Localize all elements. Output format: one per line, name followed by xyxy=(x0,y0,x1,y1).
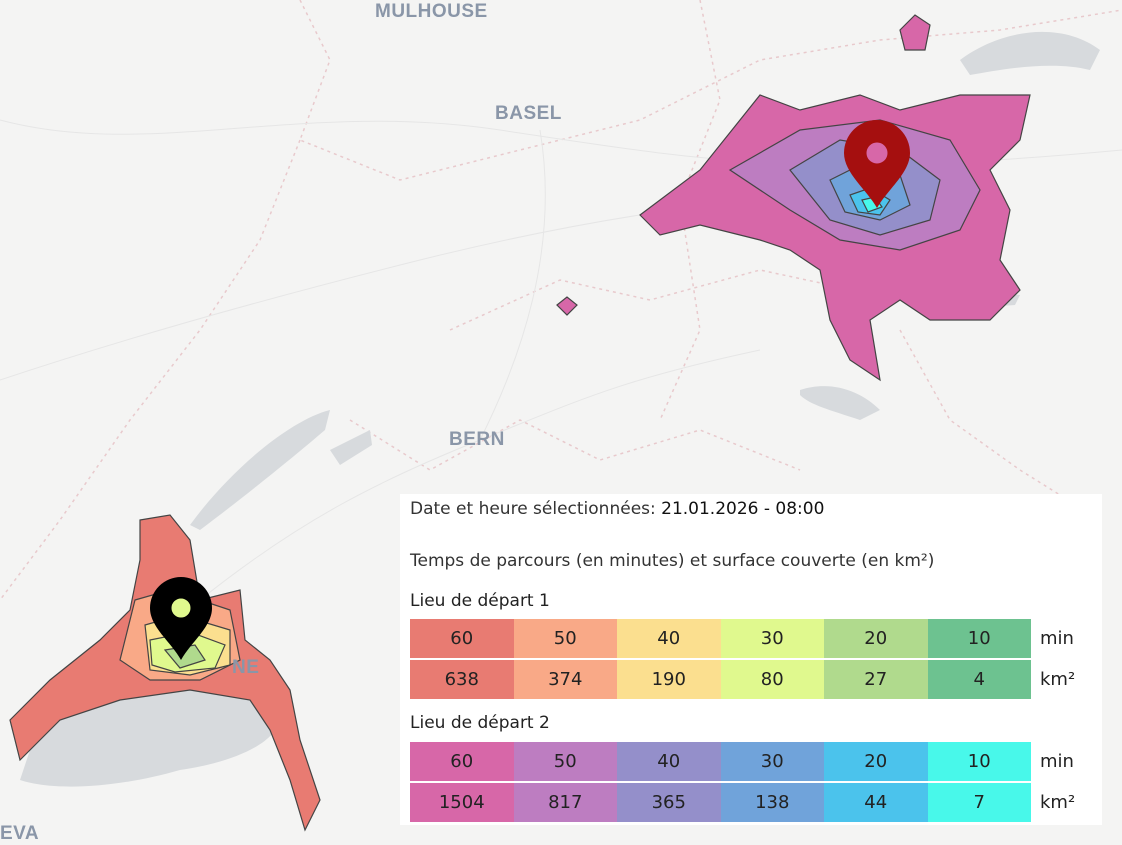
minutes-cell: 10 xyxy=(927,742,1031,781)
unit-min: min xyxy=(1040,628,1074,649)
minutes-cell: 10 xyxy=(927,619,1031,658)
area-cell: 190 xyxy=(617,660,721,699)
area-cell: 1504 xyxy=(410,783,514,822)
legend-subtitle: Temps de parcours (en minutes) et surfac… xyxy=(410,551,935,571)
minutes-cell: 20 xyxy=(824,742,928,781)
city-label-lausanne: NE xyxy=(232,657,260,678)
group-1-title: Lieu de départ 1 xyxy=(410,591,550,611)
unit-min: min xyxy=(1040,751,1074,772)
area-cell: 374 xyxy=(513,660,617,699)
city-label-basel: BASEL xyxy=(495,103,562,124)
minutes-cell: 30 xyxy=(720,619,824,658)
date-line: Date et heure sélectionnées: 21.01.2026 … xyxy=(410,499,824,519)
marker-departure-1[interactable] xyxy=(150,577,212,660)
area-cell: 365 xyxy=(617,783,721,822)
area-cell: 4 xyxy=(927,660,1031,699)
date-label: Date et heure sélectionnées: xyxy=(410,499,662,519)
area-cell: 80 xyxy=(720,660,824,699)
area-cell: 138 xyxy=(720,783,824,822)
area-cell: 7 xyxy=(927,783,1031,822)
group-1-minutes-row: 60 50 40 30 20 10 xyxy=(410,619,1031,658)
marker-departure-2[interactable] xyxy=(844,120,910,208)
minutes-cell: 60 xyxy=(410,619,514,658)
minutes-cell: 40 xyxy=(617,742,721,781)
minutes-cell: 50 xyxy=(513,742,617,781)
unit-area: km² xyxy=(1040,669,1076,690)
isochrone-departure-2 xyxy=(556,14,1031,382)
area-cell: 44 xyxy=(824,783,928,822)
minutes-cell: 40 xyxy=(617,619,721,658)
city-label-geneva: EVA xyxy=(0,823,40,844)
area-cell: 27 xyxy=(824,660,928,699)
unit-area: km² xyxy=(1040,792,1076,813)
minutes-cell: 20 xyxy=(824,619,928,658)
legend-panel: Date et heure sélectionnées: 21.01.2026 … xyxy=(400,494,1102,825)
minutes-cell: 60 xyxy=(410,742,514,781)
group-2-title: Lieu de départ 2 xyxy=(410,713,550,733)
city-label-mulhouse: MULHOUSE xyxy=(375,1,488,22)
minutes-cell: 30 xyxy=(720,742,824,781)
area-cell: 638 xyxy=(410,660,514,699)
borders xyxy=(0,0,1122,601)
area-cell: 817 xyxy=(513,783,617,822)
city-label-bern: BERN xyxy=(449,429,505,450)
group-2-minutes-row: 60 50 40 30 20 10 xyxy=(410,742,1031,781)
lakes xyxy=(20,31,1100,787)
minutes-cell: 50 xyxy=(513,619,617,658)
date-value: 21.01.2026 - 08:00 xyxy=(661,499,825,519)
group-2-area-row: 1504 817 365 138 44 7 xyxy=(410,783,1031,822)
group-1-area-row: 638 374 190 80 27 4 xyxy=(410,660,1031,699)
